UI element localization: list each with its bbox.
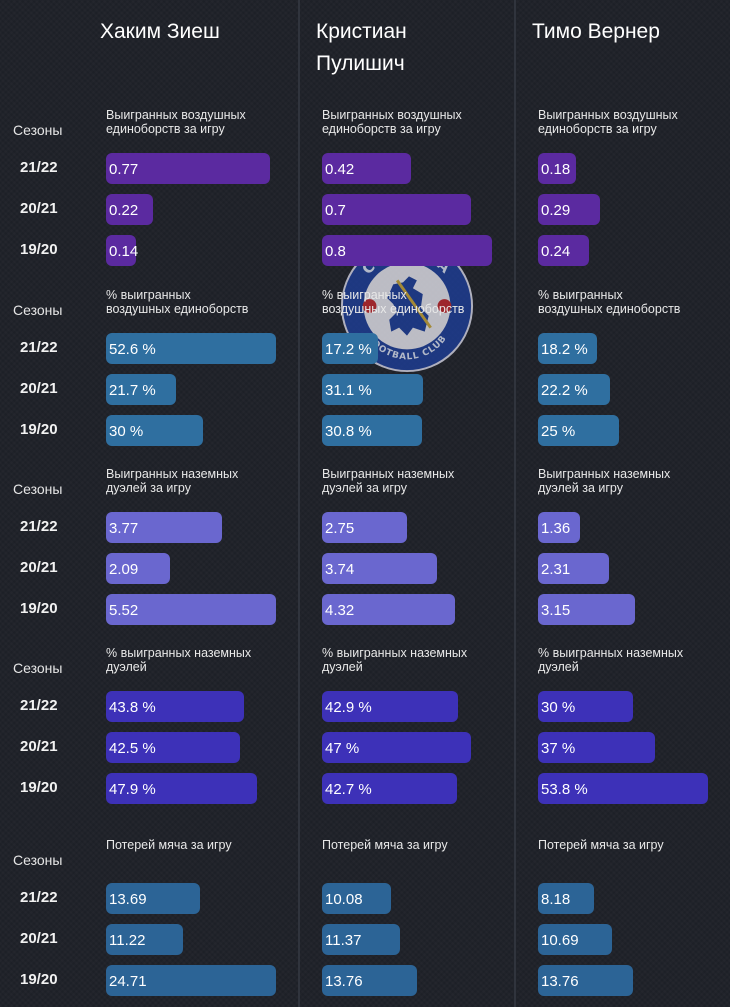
bar: 47 % (322, 732, 471, 763)
season-label: 21/22 (20, 339, 58, 356)
metric-title: Выигранных наземных (538, 467, 728, 481)
bar: 18.2 % (538, 333, 597, 364)
metric-title: воздушных единоборств (106, 302, 296, 316)
metric-title: % выигранных наземных (322, 646, 512, 660)
bar: 13.69 (106, 883, 200, 914)
bar: 3.77 (106, 512, 222, 543)
bar: 0.42 (322, 153, 411, 184)
metric-title: % выигранных (106, 288, 296, 302)
metric-title: Выигранных наземных (322, 467, 512, 481)
seasons-header: Сезоны (13, 852, 62, 868)
bar: 24.71 (106, 965, 276, 996)
bar: 0.77 (106, 153, 270, 184)
season-label: 20/21 (20, 559, 58, 576)
bar: 53.8 % (538, 773, 708, 804)
bar: 13.76 (322, 965, 417, 996)
metric-title: Выигранных наземных (106, 467, 296, 481)
bar: 42.9 % (322, 691, 458, 722)
metric-title: % выигранных наземных (106, 646, 296, 660)
bar: 43.8 % (106, 691, 244, 722)
season-label: 20/21 (20, 380, 58, 397)
metric-title: Потерей мяча за игру (322, 838, 512, 852)
season-label: 20/21 (20, 738, 58, 755)
season-label: 19/20 (20, 421, 58, 438)
metric-title: дуэлей за игру (106, 481, 296, 495)
metric-title: Потерей мяча за игру (106, 838, 296, 852)
season-label: 21/22 (20, 889, 58, 906)
bar: 42.5 % (106, 732, 240, 763)
bar: 3.15 (538, 594, 635, 625)
bar: 47.9 % (106, 773, 257, 804)
bar: 22.2 % (538, 374, 610, 405)
bar: 11.22 (106, 924, 183, 955)
bar: 13.76 (538, 965, 633, 996)
column-divider-2 (514, 0, 516, 1007)
player-name: Пулишич (316, 48, 506, 80)
season-label: 21/22 (20, 518, 58, 535)
bar: 8.18 (538, 883, 594, 914)
bar: 11.37 (322, 924, 400, 955)
metric-title: воздушных единоборств (538, 302, 728, 316)
player-name: Тимо Вернер (532, 16, 722, 48)
seasons-header: Сезоны (13, 122, 62, 138)
bar: 17.2 % (322, 333, 378, 364)
bar: 0.8 (322, 235, 492, 266)
season-label: 21/22 (20, 697, 58, 714)
bar: 3.74 (322, 553, 437, 584)
metric-title: Выигранных воздушных (106, 108, 296, 122)
bar: 30.8 % (322, 415, 422, 446)
metric-title: воздушных единоборств (322, 302, 512, 316)
bar: 0.22 (106, 194, 153, 225)
bar: 0.18 (538, 153, 576, 184)
bar: 2.75 (322, 512, 407, 543)
metric-title: единоборств за игру (538, 122, 728, 136)
season-label: 19/20 (20, 971, 58, 988)
bar: 31.1 % (322, 374, 423, 405)
bar: 0.14 (106, 235, 136, 266)
metric-title: Выигранных воздушных (538, 108, 728, 122)
metric-title: Выигранных воздушных (322, 108, 512, 122)
season-label: 19/20 (20, 779, 58, 796)
bar: 0.29 (538, 194, 600, 225)
season-label: 20/21 (20, 200, 58, 217)
bar: 30 % (106, 415, 203, 446)
metric-title: дуэлей (538, 660, 728, 674)
bar: 0.24 (538, 235, 589, 266)
season-label: 20/21 (20, 930, 58, 947)
bar: 4.32 (322, 594, 455, 625)
bar: 10.08 (322, 883, 391, 914)
metric-title: % выигранных (322, 288, 512, 302)
metric-title: дуэлей (106, 660, 296, 674)
bar: 5.52 (106, 594, 276, 625)
metric-title: дуэлей (322, 660, 512, 674)
bar: 2.31 (538, 553, 609, 584)
seasons-header: Сезоны (13, 302, 62, 318)
metric-title: единоборств за игру (322, 122, 512, 136)
metric-title: дуэлей за игру (322, 481, 512, 495)
bar: 52.6 % (106, 333, 276, 364)
metric-title: Потерей мяча за игру (538, 838, 728, 852)
player-name: Хаким Зиеш (100, 16, 290, 48)
column-divider-1 (298, 0, 300, 1007)
bar: 1.36 (538, 512, 580, 543)
seasons-header: Сезоны (13, 481, 62, 497)
bar: 10.69 (538, 924, 612, 955)
bar: 30 % (538, 691, 633, 722)
metric-title: % выигранных (538, 288, 728, 302)
bar: 2.09 (106, 553, 170, 584)
bar: 0.7 (322, 194, 471, 225)
bar: 21.7 % (106, 374, 176, 405)
bar: 25 % (538, 415, 619, 446)
metric-title: единоборств за игру (106, 122, 296, 136)
seasons-header: Сезоны (13, 660, 62, 676)
season-label: 19/20 (20, 600, 58, 617)
season-label: 21/22 (20, 159, 58, 176)
season-label: 19/20 (20, 241, 58, 258)
player-name: Кристиан (316, 16, 506, 48)
bar: 37 % (538, 732, 655, 763)
metric-title: дуэлей за игру (538, 481, 728, 495)
bar: 42.7 % (322, 773, 457, 804)
metric-title: % выигранных наземных (538, 646, 728, 660)
